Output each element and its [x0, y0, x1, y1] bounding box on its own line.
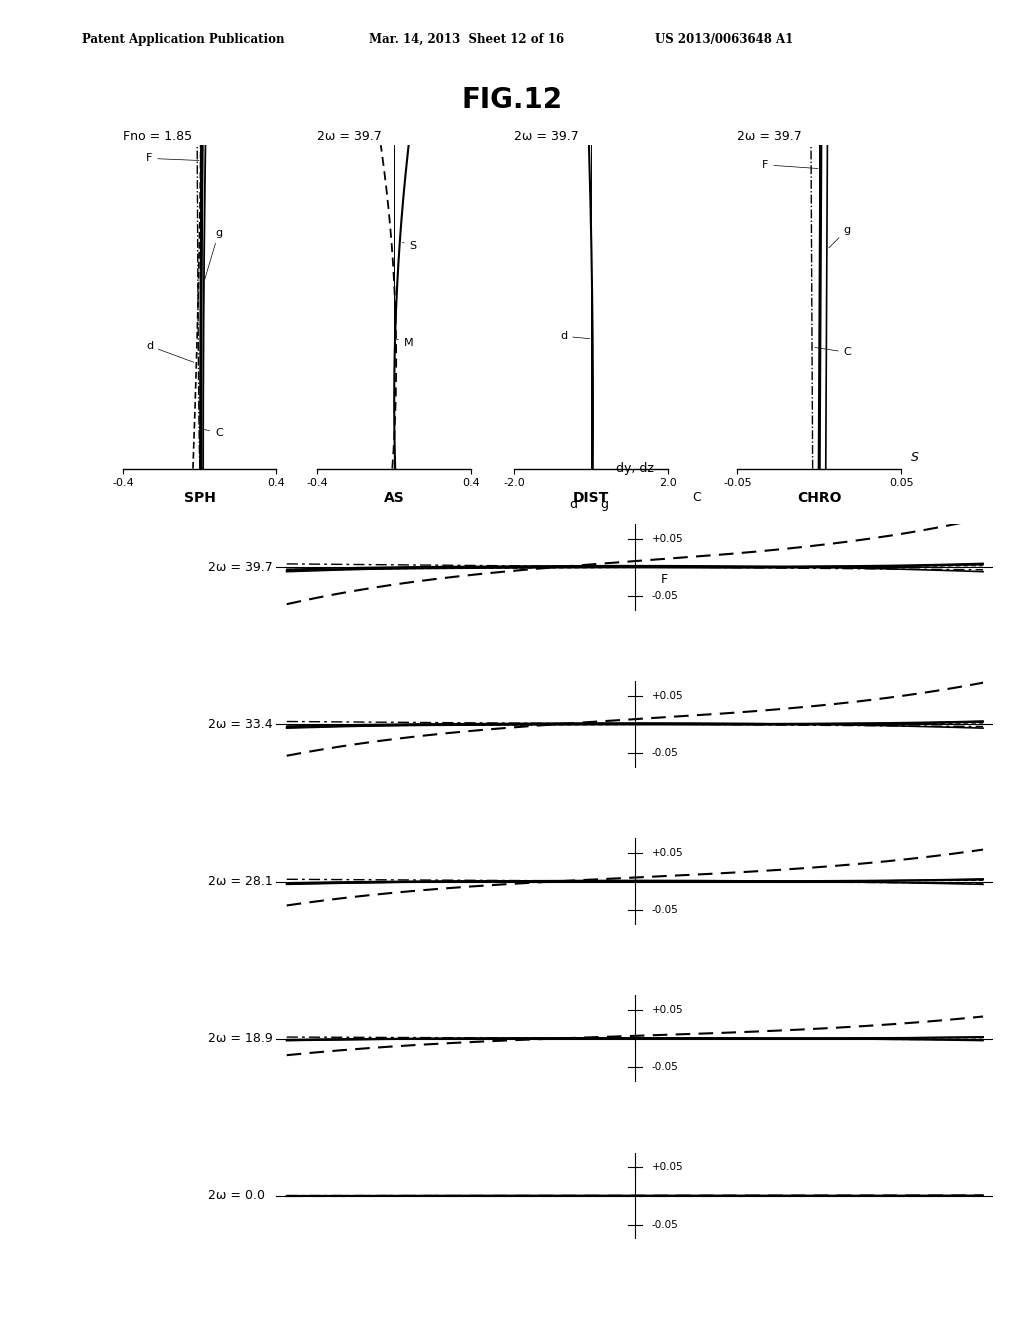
Text: d: d — [569, 498, 578, 511]
Text: -0.05: -0.05 — [652, 1063, 679, 1072]
Text: FIG.12: FIG.12 — [462, 86, 562, 114]
X-axis label: SPH: SPH — [183, 491, 216, 506]
X-axis label: CHRO: CHRO — [797, 491, 842, 506]
Text: S: S — [910, 451, 919, 465]
Text: 2ω = 39.7: 2ω = 39.7 — [208, 561, 273, 574]
Text: C: C — [692, 491, 700, 504]
Text: +0.05: +0.05 — [652, 1162, 684, 1172]
Text: 2ω = 39.7: 2ω = 39.7 — [317, 129, 382, 143]
Text: dy, dz: dy, dz — [616, 462, 653, 475]
Text: +0.05: +0.05 — [652, 533, 684, 544]
Text: US 2013/0063648 A1: US 2013/0063648 A1 — [655, 33, 794, 46]
Text: +0.05: +0.05 — [652, 1005, 684, 1015]
X-axis label: DIST: DIST — [572, 491, 609, 506]
Text: -0.05: -0.05 — [652, 591, 679, 601]
Text: F: F — [762, 160, 818, 170]
Text: Patent Application Publication: Patent Application Publication — [82, 33, 285, 46]
Text: 2ω = 33.4: 2ω = 33.4 — [208, 718, 272, 731]
Text: M: M — [396, 338, 414, 347]
Text: g: g — [828, 224, 851, 248]
Text: Fno = 1.85: Fno = 1.85 — [123, 129, 193, 143]
Text: -0.05: -0.05 — [652, 1220, 679, 1229]
Text: -0.05: -0.05 — [652, 906, 679, 915]
Text: 2ω = 0.0: 2ω = 0.0 — [208, 1189, 265, 1203]
Text: F: F — [145, 153, 200, 164]
Text: C: C — [815, 347, 852, 358]
Text: g: g — [205, 228, 222, 280]
Text: S: S — [402, 240, 417, 251]
Text: Mar. 14, 2013  Sheet 12 of 16: Mar. 14, 2013 Sheet 12 of 16 — [369, 33, 564, 46]
Text: +0.05: +0.05 — [652, 847, 684, 858]
X-axis label: AS: AS — [384, 491, 404, 506]
Text: 2ω = 28.1: 2ω = 28.1 — [208, 875, 273, 888]
Text: C: C — [202, 428, 223, 438]
Text: 2ω = 39.7: 2ω = 39.7 — [514, 129, 579, 143]
Text: d: d — [560, 331, 590, 342]
Text: g: g — [600, 498, 608, 511]
Text: F: F — [660, 573, 668, 586]
Text: 2ω = 39.7: 2ω = 39.7 — [737, 129, 802, 143]
Text: -0.05: -0.05 — [652, 748, 679, 758]
Text: 2ω = 18.9: 2ω = 18.9 — [208, 1032, 273, 1045]
Text: d: d — [145, 341, 194, 362]
Text: +0.05: +0.05 — [652, 690, 684, 701]
